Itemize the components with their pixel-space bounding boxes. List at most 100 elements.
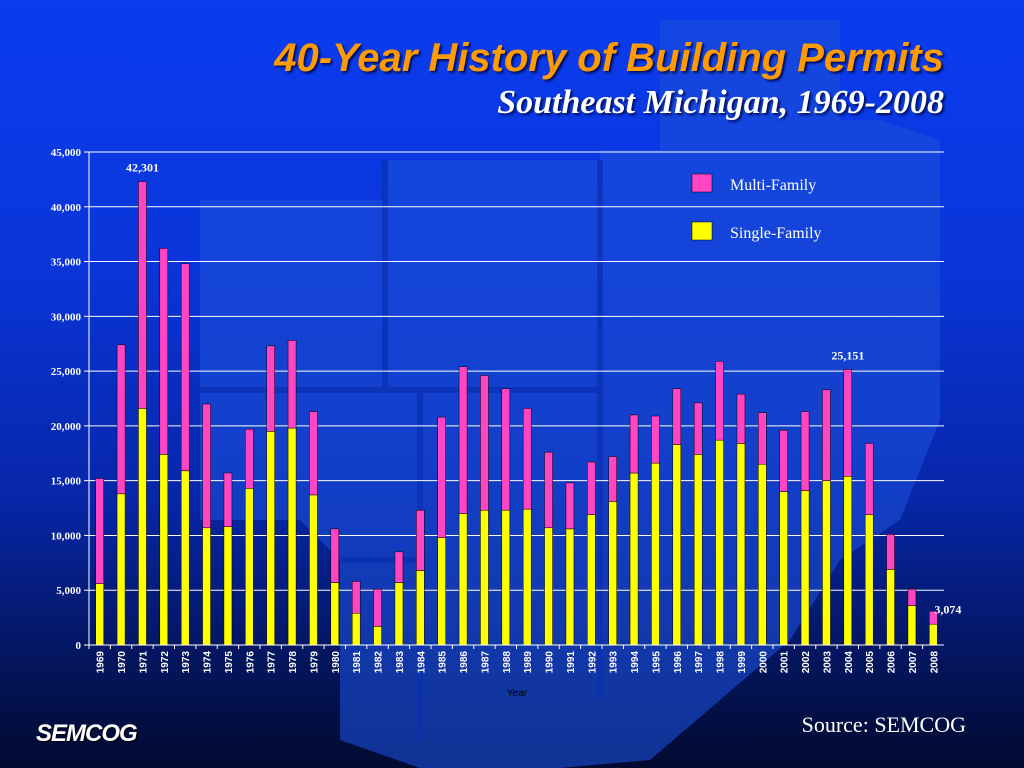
x-tick-label: 1990: [545, 651, 556, 674]
bar-single-family-1971: [138, 408, 147, 646]
bar-multi-family-1979: [309, 411, 318, 496]
x-tick-label: 2005: [865, 651, 876, 674]
semcog-logo: SEMCOG: [36, 720, 138, 747]
bar-multi-family-2003: [822, 389, 831, 481]
bar-multi-family-2006: [886, 534, 895, 570]
bar-single-family-2004: [843, 476, 853, 646]
bar-single-family-1980: [330, 582, 340, 646]
x-tick-label: 1981: [352, 651, 363, 674]
bar-multi-family-1998: [715, 361, 724, 441]
annotation-1971: 42,301: [126, 161, 159, 175]
chart-subtitle: Southeast Michigan, 1969-2008: [497, 84, 944, 121]
bar-multi-family-1970: [116, 344, 126, 495]
bar-single-family-1974: [202, 527, 211, 646]
y-tick-label: 0: [76, 640, 82, 652]
x-tick-label: 1972: [160, 651, 171, 674]
x-tick-label: 2002: [801, 651, 812, 674]
x-tick-label: 2004: [844, 651, 855, 674]
legend-label-single-family: Single-Family: [730, 225, 822, 242]
y-tick-label: 25,000: [51, 366, 82, 378]
bar-multi-family-1985: [437, 416, 446, 538]
x-tick-label: 2001: [780, 651, 791, 674]
bar-multi-family-1974: [202, 403, 211, 529]
legend: Multi-Family Single-Family: [691, 173, 822, 242]
bar-single-family-1998: [715, 439, 724, 646]
x-tick-label: 1977: [267, 651, 278, 674]
legend-swatch-single-family: [691, 221, 713, 241]
x-tick-label: 1980: [331, 651, 342, 674]
bar-single-family-2001: [779, 491, 788, 646]
annotation-2004: 25,151: [831, 348, 864, 362]
bar-single-family-1976: [245, 488, 254, 646]
bar-single-family-1999: [736, 443, 746, 646]
bar-single-family-2000: [758, 463, 767, 646]
bar-single-family-1983: [394, 582, 404, 646]
bar-multi-family-2004: [843, 369, 853, 477]
bar-multi-family-1994: [629, 414, 639, 474]
x-tick-label: 1976: [245, 651, 256, 674]
bar-single-family-1993: [608, 501, 617, 646]
bar-multi-family-1989: [522, 408, 532, 510]
bar-single-family-1986: [458, 513, 468, 646]
bar-single-family-1969: [95, 583, 104, 646]
x-tick-label: 1978: [288, 651, 299, 674]
bar-multi-family-1982: [373, 588, 382, 627]
x-tick-label: 1991: [566, 651, 577, 674]
bar-single-family-1979: [309, 494, 318, 646]
bar-multi-family-1973: [180, 263, 190, 472]
y-tick-label: 45,000: [51, 147, 82, 159]
x-tick-label: 1988: [502, 651, 513, 674]
x-tick-label: 1982: [374, 651, 385, 674]
bar-multi-family-1978: [287, 340, 297, 429]
x-tick-label: 1987: [480, 651, 491, 674]
bar-single-family-1973: [180, 470, 190, 646]
x-tick-label: 2006: [887, 651, 898, 674]
bar-multi-family-1988: [501, 388, 511, 511]
bar-multi-family-1993: [608, 456, 617, 502]
bar-single-family-1990: [544, 527, 553, 646]
bar-multi-family-1997: [693, 402, 703, 455]
bar-single-family-2003: [822, 480, 831, 646]
x-tick-label: 2008: [929, 651, 940, 674]
x-tick-label: 1969: [96, 651, 107, 674]
x-tick-label: 1985: [438, 651, 449, 674]
bar-single-family-1984: [416, 570, 425, 646]
x-tick-label: 1973: [181, 651, 192, 674]
x-tick-label: 1997: [694, 651, 705, 674]
x-tick-label: 1992: [587, 651, 598, 674]
x-tick-label: 1984: [416, 651, 427, 674]
bar-multi-family-1976: [245, 428, 254, 489]
y-tick-label: 35,000: [51, 257, 82, 269]
bar-multi-family-2005: [864, 443, 874, 515]
bar-single-family-1985: [437, 537, 446, 646]
x-tick-label: 2003: [822, 651, 833, 674]
bar-multi-family-2000: [758, 412, 767, 465]
bar-multi-family-1975: [223, 472, 233, 527]
bar-multi-family-1990: [544, 451, 553, 529]
bar-multi-family-1981: [351, 581, 361, 614]
bar-multi-family-1986: [458, 366, 468, 514]
x-tick-label: 1986: [459, 651, 470, 674]
bar-multi-family-1969: [95, 478, 104, 584]
bars: [95, 181, 938, 646]
bar-single-family-2006: [886, 569, 895, 646]
bar-multi-family-1996: [672, 388, 682, 445]
bar-multi-family-2001: [779, 430, 788, 492]
y-tick-label: 10,000: [51, 530, 82, 542]
bar-single-family-1996: [672, 444, 682, 646]
bar-single-family-1970: [116, 493, 126, 646]
bar-multi-family-1983: [394, 551, 404, 583]
bar-single-family-2005: [864, 514, 874, 646]
bar-multi-family-1977: [266, 345, 275, 432]
bar-single-family-1982: [373, 626, 382, 646]
bar-single-family-1981: [351, 612, 361, 646]
x-axis-ticks: 1969 1970 1971 1972 1973 1974 1975 1976 1977 1978…: [88, 644, 944, 674]
y-tick-label: 40,000: [51, 202, 82, 214]
bar-multi-family-1991: [565, 482, 575, 530]
bar-single-family-1978: [287, 427, 297, 646]
bar-multi-family-1971: [138, 181, 147, 409]
x-tick-label: 1993: [609, 651, 620, 674]
source-note: Source: SEMCOG: [801, 712, 966, 737]
annotation-2008: 3,074: [934, 602, 961, 616]
